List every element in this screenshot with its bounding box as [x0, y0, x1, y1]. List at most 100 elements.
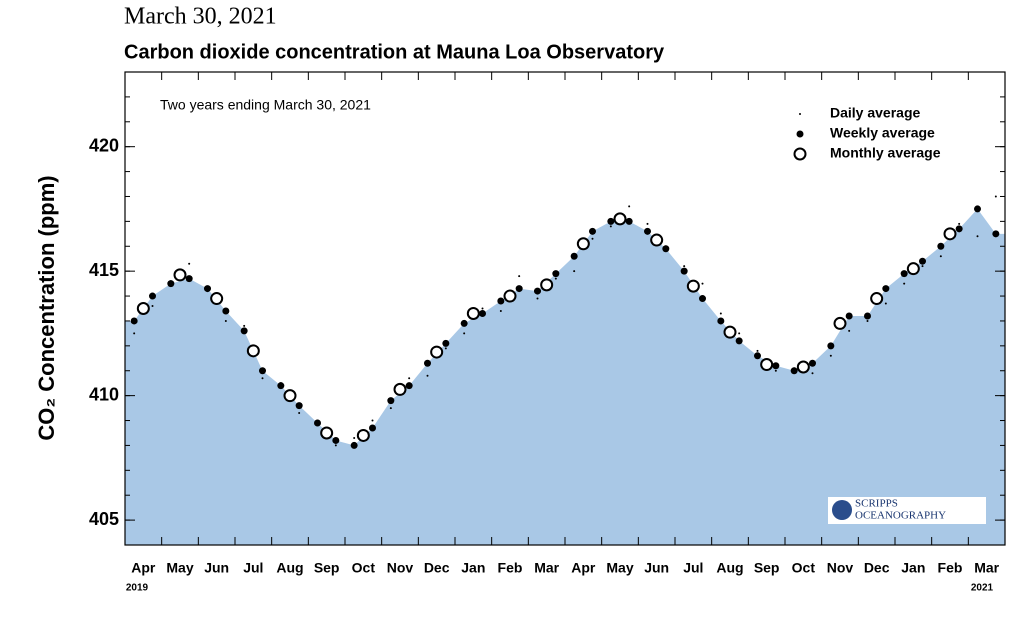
- end-year: 2021: [971, 583, 994, 594]
- data-point: [809, 359, 816, 367]
- data-point: [609, 225, 612, 228]
- data-point: [536, 297, 539, 300]
- data-point: [650, 233, 664, 247]
- data-point: [754, 352, 761, 360]
- data-point: [976, 235, 979, 238]
- data-point: [430, 345, 444, 359]
- data-point: [613, 212, 627, 226]
- data-point: [848, 329, 851, 332]
- x-tick-label: Sep: [314, 560, 340, 576]
- x-tick-label: Jul: [683, 560, 703, 576]
- data-point: [497, 297, 505, 305]
- data-point: [994, 195, 997, 198]
- data-point: [625, 217, 633, 225]
- area: [125, 208, 1005, 545]
- data-point: [882, 285, 890, 293]
- data-point: [811, 372, 814, 375]
- y-tick-label: 420: [89, 135, 119, 155]
- data-point: [735, 337, 743, 345]
- x-tick-label: Oct: [792, 560, 816, 576]
- data-point: [173, 268, 187, 282]
- chart-title: Carbon dioxide concentration at Mauna Lo…: [124, 41, 665, 63]
- x-tick-label: Dec: [864, 560, 890, 576]
- data-point: [939, 255, 942, 258]
- x-tick-label: Feb: [938, 560, 963, 576]
- data-point: [503, 289, 517, 303]
- data-point: [662, 245, 670, 253]
- logo-box: [828, 497, 986, 524]
- data-point: [534, 287, 541, 295]
- data-point: [460, 319, 468, 327]
- data-point: [210, 292, 224, 306]
- data-point: [246, 344, 260, 358]
- data-point: [921, 265, 924, 268]
- data-point: [554, 277, 557, 280]
- data-point: [136, 302, 150, 315]
- data-point: [833, 316, 847, 330]
- data-point: [870, 292, 884, 306]
- data-point: [683, 265, 686, 268]
- data-point: [320, 426, 334, 440]
- data-point: [540, 278, 554, 292]
- data-point: [992, 230, 1000, 238]
- x-tick-label: Apr: [571, 560, 596, 576]
- x-tick-label: Jan: [461, 560, 485, 576]
- data-point: [130, 317, 138, 325]
- data-point: [283, 389, 297, 403]
- data-point: [405, 382, 413, 390]
- data-point: [334, 444, 337, 447]
- data-point: [772, 362, 780, 370]
- data-point: [387, 397, 395, 405]
- legend-label: Weekly average: [830, 125, 935, 141]
- data-point: [796, 360, 810, 374]
- x-tick-label: Jul: [243, 560, 263, 576]
- data-point: [756, 349, 759, 352]
- data-point: [466, 306, 480, 320]
- y-tick-label: 410: [89, 384, 119, 404]
- x-tick-label: Mar: [974, 560, 999, 576]
- data-point: [277, 382, 285, 390]
- data-point: [937, 242, 945, 250]
- data-point: [576, 237, 590, 251]
- data-point: [829, 354, 832, 357]
- data-point: [204, 285, 211, 293]
- y-axis-label: CO₂ Concentration (ppm): [34, 175, 59, 440]
- data-point: [222, 307, 230, 315]
- data-point: [442, 339, 450, 347]
- x-tick-label: Dec: [424, 560, 450, 576]
- x-tick-label: Jan: [901, 560, 925, 576]
- data-point: [719, 312, 722, 315]
- data-point: [298, 412, 301, 415]
- x-tick-label: Nov: [827, 560, 854, 576]
- data-point: [738, 332, 741, 335]
- data-point: [188, 262, 191, 265]
- subtitle: Two years ending March 30, 2021: [160, 97, 371, 113]
- logo-text: OCEANOGRAPHY: [855, 510, 946, 522]
- data-point: [717, 317, 725, 325]
- logo: SCRIPPS OCEANOGRAPHY: [828, 497, 986, 524]
- data-point: [591, 237, 594, 240]
- date: March 30, 2021: [124, 4, 277, 30]
- data-point: [371, 419, 374, 422]
- data-point: [463, 332, 466, 335]
- data-point: [774, 369, 777, 372]
- data-point: [261, 377, 264, 380]
- legend-marker: [793, 147, 807, 161]
- data-point: [958, 222, 961, 225]
- logo-text: SCRIPPS: [855, 498, 898, 510]
- data-point: [760, 358, 774, 372]
- data-point: [185, 275, 193, 283]
- data-point: [866, 319, 869, 322]
- data-point: [573, 270, 576, 273]
- data-point: [393, 382, 407, 396]
- data-point: [723, 325, 737, 339]
- legend-label: Monthly average: [830, 145, 941, 161]
- data-point: [589, 227, 596, 235]
- data-point: [864, 312, 871, 320]
- data-point: [680, 267, 688, 275]
- data-point: [884, 302, 887, 305]
- data-point: [955, 225, 963, 233]
- data-point: [903, 282, 906, 285]
- x-tick-label: Apr: [131, 560, 156, 576]
